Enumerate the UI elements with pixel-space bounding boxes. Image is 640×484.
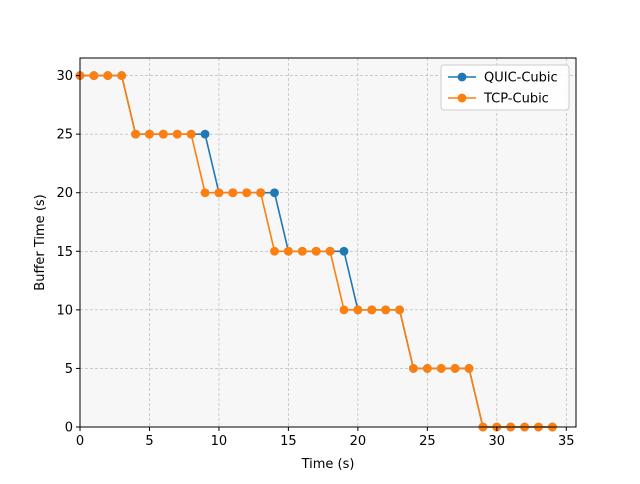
legend: QUIC-Cubic TCP-Cubic [440,64,570,111]
data-point [339,305,349,315]
axis-ticks: 0 5 10 15 20 25 30 35 0 5 10 15 20 25 30 [56,69,574,449]
data-point [228,188,238,198]
legend-marker [457,72,467,82]
data-point [256,188,266,198]
y-tick-label: 25 [56,128,73,143]
legend-label: QUIC-Cubic [484,71,558,86]
data-point [145,129,154,139]
data-point [367,305,377,315]
data-point [353,305,363,315]
x-tick-label: 10 [211,434,228,449]
data-point [409,364,418,373]
data-point [395,305,404,315]
y-tick-label: 10 [56,303,73,318]
data-point [270,188,279,198]
x-tick-label: 15 [280,434,297,449]
y-tick-label: 0 [65,421,73,436]
data-point [200,129,210,139]
plot-area [80,58,576,427]
y-tick-label: 20 [56,186,73,201]
data-point [214,188,224,198]
legend-marker [457,93,467,103]
data-point [270,246,279,256]
data-point [339,246,349,256]
x-tick-label: 20 [350,434,367,449]
x-tick-label: 0 [76,434,84,449]
data-point [464,364,474,373]
data-point [158,129,168,139]
data-point [117,71,127,80]
data-point [131,129,140,139]
x-tick-label: 25 [419,434,436,449]
series-layer [75,71,557,432]
data-point [242,188,252,198]
y-tick-label: 30 [56,69,73,84]
data-point [381,305,391,315]
data-point [103,71,113,80]
y-axis-label: Buffer Time (s) [33,194,48,290]
legend-item: TCP-Cubic [448,92,549,107]
y-tick-label: 15 [56,245,73,260]
data-point [297,246,307,256]
x-axis-label: Time (s) [301,457,355,472]
x-tick-label: 35 [558,434,575,449]
data-point [422,364,432,373]
y-tick-label: 5 [65,362,73,377]
data-point [284,246,293,256]
legend-label: TCP-Cubic [483,92,549,107]
data-point [450,364,460,373]
data-point [89,71,99,80]
legend-item: QUIC-Cubic [448,71,558,86]
data-point [172,129,182,139]
data-point [311,246,321,256]
data-point [436,364,446,373]
data-point [200,188,210,198]
series-tcp-cubic [75,71,557,432]
plot-frame [79,57,577,428]
data-point [186,129,196,139]
data-point [325,246,335,256]
x-tick-label: 5 [145,434,153,449]
x-tick-label: 30 [489,434,506,449]
